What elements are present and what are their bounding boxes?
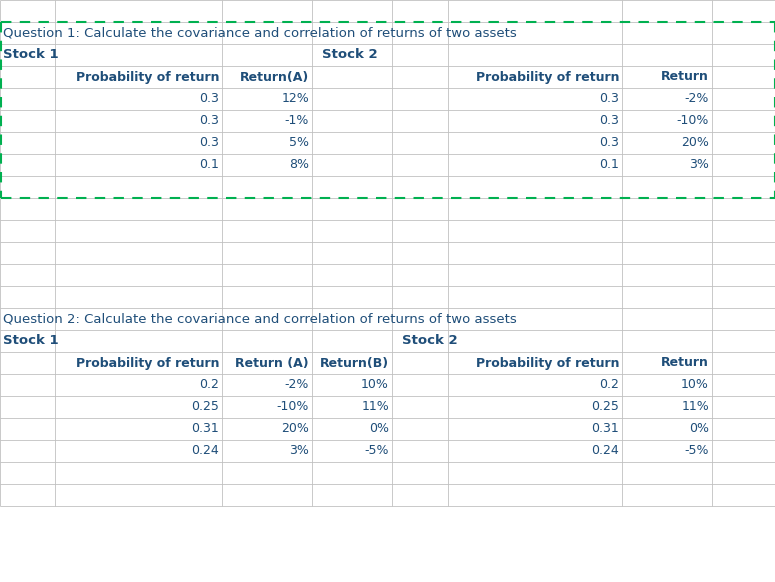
Text: -1%: -1%: [284, 115, 309, 127]
Text: 10%: 10%: [681, 378, 709, 392]
Text: 0.24: 0.24: [191, 445, 219, 457]
Text: 0.3: 0.3: [199, 115, 219, 127]
Text: 0%: 0%: [689, 423, 709, 435]
Text: 0.25: 0.25: [591, 400, 619, 413]
Text: 11%: 11%: [681, 400, 709, 413]
Text: Stock 1: Stock 1: [3, 335, 59, 347]
Text: 0.31: 0.31: [191, 423, 219, 435]
Text: Stock 2: Stock 2: [322, 48, 377, 62]
Text: 12%: 12%: [281, 93, 309, 105]
Text: -5%: -5%: [364, 445, 389, 457]
Text: 10%: 10%: [361, 378, 389, 392]
Text: 0.24: 0.24: [591, 445, 619, 457]
Text: Return (A): Return (A): [236, 357, 309, 370]
Text: -10%: -10%: [677, 115, 709, 127]
Text: Return: Return: [661, 357, 709, 370]
Text: 0.3: 0.3: [599, 115, 619, 127]
Text: 0%: 0%: [369, 423, 389, 435]
Text: Stock 1: Stock 1: [3, 48, 59, 62]
Text: Return(B): Return(B): [320, 357, 389, 370]
Text: -2%: -2%: [684, 93, 709, 105]
Text: 5%: 5%: [289, 137, 309, 150]
Text: 0.2: 0.2: [599, 378, 619, 392]
Text: 0.3: 0.3: [599, 93, 619, 105]
Text: 20%: 20%: [681, 137, 709, 150]
Text: Return: Return: [661, 70, 709, 83]
Text: 0.31: 0.31: [591, 423, 619, 435]
Text: 11%: 11%: [361, 400, 389, 413]
Text: Probability of return: Probability of return: [476, 357, 619, 370]
Text: 0.3: 0.3: [599, 137, 619, 150]
Text: 0.2: 0.2: [199, 378, 219, 392]
Text: Probability of return: Probability of return: [476, 70, 619, 83]
Text: 0.25: 0.25: [191, 400, 219, 413]
Text: 0.1: 0.1: [599, 158, 619, 172]
Text: Probability of return: Probability of return: [75, 70, 219, 83]
Text: 0.3: 0.3: [199, 137, 219, 150]
Text: Question 2: Calculate the covariance and correlation of returns of two assets: Question 2: Calculate the covariance and…: [3, 313, 517, 325]
Text: 0.1: 0.1: [199, 158, 219, 172]
Text: -10%: -10%: [277, 400, 309, 413]
Text: 20%: 20%: [281, 423, 309, 435]
Text: 0.3: 0.3: [199, 93, 219, 105]
Text: -5%: -5%: [684, 445, 709, 457]
Text: 3%: 3%: [289, 445, 309, 457]
Text: Return(A): Return(A): [239, 70, 309, 83]
Text: 8%: 8%: [289, 158, 309, 172]
Text: Stock 2: Stock 2: [402, 335, 457, 347]
Text: -2%: -2%: [284, 378, 309, 392]
Text: Question 1: Calculate the covariance and correlation of returns of two assets: Question 1: Calculate the covariance and…: [3, 27, 517, 40]
Text: 3%: 3%: [689, 158, 709, 172]
Text: Probability of return: Probability of return: [75, 357, 219, 370]
